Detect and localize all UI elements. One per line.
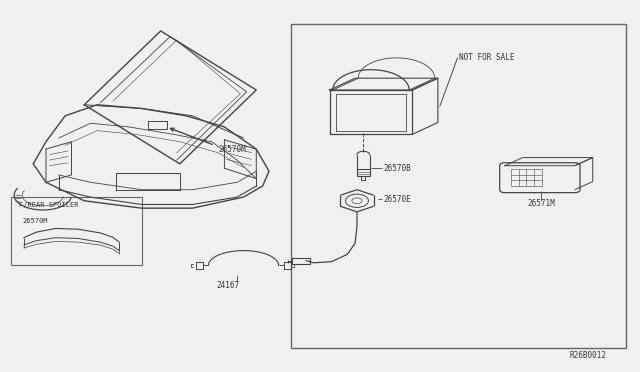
Text: 26570B: 26570B	[384, 164, 412, 173]
Text: F/REAR SPOILER: F/REAR SPOILER	[19, 202, 78, 208]
Bar	[11, 197, 141, 265]
Text: 26570M: 26570M	[22, 218, 48, 224]
Text: 26570M: 26570M	[218, 145, 246, 154]
Bar	[291, 23, 626, 349]
Text: 26571M: 26571M	[527, 199, 555, 208]
Text: 24167: 24167	[216, 281, 239, 290]
Text: NOT FOR SALE: NOT FOR SALE	[459, 53, 515, 62]
Text: R26B0012: R26B0012	[569, 350, 606, 360]
Text: 26570E: 26570E	[384, 195, 412, 204]
